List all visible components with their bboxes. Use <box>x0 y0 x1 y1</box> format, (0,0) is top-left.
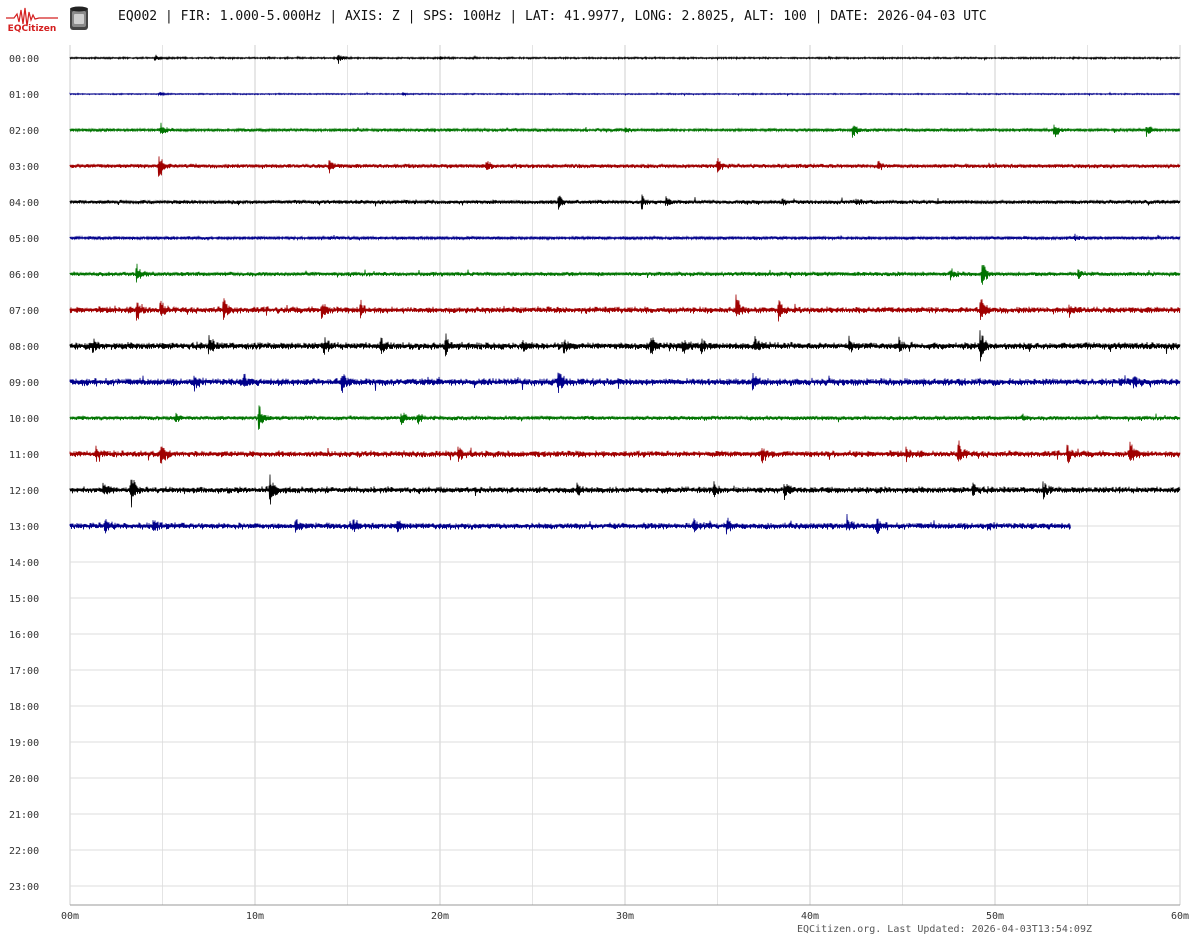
hour-label: 12:00 <box>9 486 39 497</box>
hour-label: 00:00 <box>9 54 39 65</box>
minute-tick-label: 40m <box>801 911 819 922</box>
hour-label: 07:00 <box>9 306 39 317</box>
trace-row-8 <box>69 330 1181 362</box>
trace-row-6 <box>69 263 1181 285</box>
trace-row-12 <box>69 474 1181 508</box>
hour-label: 20:00 <box>9 774 39 785</box>
trace-row-9 <box>69 372 1181 394</box>
minute-tick-label: 00m <box>61 911 79 922</box>
hour-label: 15:00 <box>9 594 39 605</box>
hour-label: 10:00 <box>9 414 39 425</box>
hour-label: 16:00 <box>9 630 39 641</box>
chart-title: EQ002 | FIR: 1.000-5.000Hz | AXIS: Z | S… <box>118 9 987 24</box>
trace-row-2 <box>69 122 1181 138</box>
hour-label: 17:00 <box>9 666 39 677</box>
hour-label: 13:00 <box>9 522 39 533</box>
traces <box>69 54 1181 535</box>
trace-row-3 <box>69 156 1181 177</box>
minute-tick-label: 60m <box>1171 911 1189 922</box>
header: EQCitizen EQ002 | FIR: 1.000-5.000Hz | A… <box>0 0 1200 40</box>
trace-row-1 <box>69 91 1181 97</box>
trace-row-13 <box>69 513 1071 535</box>
trace-row-0 <box>69 54 1181 64</box>
seismograph-logo-icon <box>6 7 58 27</box>
minute-tick-label: 50m <box>986 911 1004 922</box>
axis-labels: 00:00 01:00 02:00 03:00 04:00 05:00 06:00 07:00… <box>9 54 1189 922</box>
trace-row-7 <box>69 294 1181 322</box>
hour-label: 06:00 <box>9 270 39 281</box>
grid <box>69 45 1181 906</box>
hour-label: 08:00 <box>9 342 39 353</box>
hour-label: 04:00 <box>9 198 39 209</box>
hour-label: 11:00 <box>9 450 39 461</box>
hour-label: 18:00 <box>9 702 39 713</box>
hour-label: 01:00 <box>9 90 39 101</box>
sensor-device-icon <box>70 6 88 30</box>
trace-row-5 <box>69 233 1181 242</box>
last-updated-footer: EQCitizen.org. Last Updated: 2026-04-03T… <box>796 924 1092 935</box>
trace-row-11 <box>69 440 1181 464</box>
hour-label: 14:00 <box>9 558 39 569</box>
logo-text: EQCitizen <box>7 24 57 34</box>
trace-row-4 <box>69 194 1181 210</box>
hour-label: 19:00 <box>9 738 39 749</box>
hour-label: 05:00 <box>9 234 39 245</box>
hour-label: 21:00 <box>9 810 39 821</box>
hour-label: 22:00 <box>9 846 39 857</box>
minute-tick-label: 30m <box>616 911 634 922</box>
trace-row-10 <box>69 405 1181 430</box>
hour-label: 03:00 <box>9 162 39 173</box>
hour-label: 02:00 <box>9 126 39 137</box>
minute-tick-label: 20m <box>431 911 449 922</box>
hour-label: 23:00 <box>9 882 39 893</box>
hour-label: 09:00 <box>9 378 39 389</box>
minute-tick-label: 10m <box>246 911 264 922</box>
